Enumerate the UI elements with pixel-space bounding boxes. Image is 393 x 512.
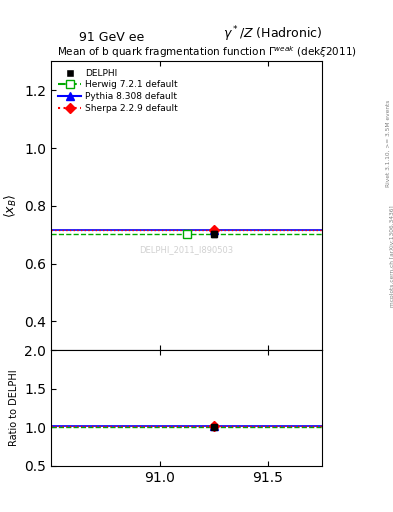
Text: mcplots.cern.ch [arXiv:1306.3436]: mcplots.cern.ch [arXiv:1306.3436] [390, 205, 393, 307]
Legend: DELPHI, Herwig 7.2.1 default, Pythia 8.308 default, Sherpa 2.2.9 default: DELPHI, Herwig 7.2.1 default, Pythia 8.3… [55, 66, 181, 116]
Text: 91 GeV ee: 91 GeV ee [79, 31, 144, 44]
Text: Mean of b quark fragmentation function $\Gamma^{weak}$ (dek$\xi$2011): Mean of b quark fragmentation function $… [57, 44, 356, 60]
Text: Rivet 3.1.10, >= 3.5M events: Rivet 3.1.10, >= 3.5M events [386, 100, 391, 187]
Y-axis label: Ratio to DELPHI: Ratio to DELPHI [9, 370, 19, 446]
Text: $\gamma^*/Z$ (Hadronic): $\gamma^*/Z$ (Hadronic) [223, 24, 322, 44]
Y-axis label: $\langle x_B \rangle$: $\langle x_B \rangle$ [3, 194, 19, 218]
Text: DELPHI_2011_I890503: DELPHI_2011_I890503 [140, 245, 234, 254]
